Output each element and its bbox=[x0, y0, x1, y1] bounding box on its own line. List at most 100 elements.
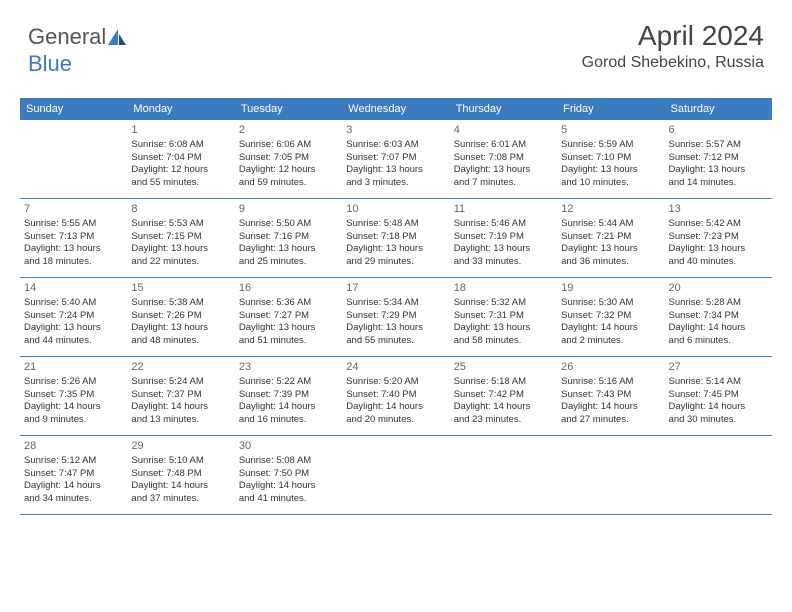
sunset-text: Sunset: 7:48 PM bbox=[131, 468, 230, 481]
sunset-text: Sunset: 7:12 PM bbox=[669, 152, 768, 165]
day-header: Saturday bbox=[665, 98, 772, 120]
daylight-text: Daylight: 14 hours bbox=[561, 322, 660, 335]
sunrise-text: Sunrise: 6:06 AM bbox=[239, 139, 338, 152]
daylight-text: Daylight: 14 hours bbox=[454, 401, 553, 414]
day-number: 2 bbox=[239, 123, 338, 138]
day-number: 24 bbox=[346, 360, 445, 375]
sunset-text: Sunset: 7:10 PM bbox=[561, 152, 660, 165]
calendar-grid: Sunday Monday Tuesday Wednesday Thursday… bbox=[20, 98, 772, 515]
day-number: 17 bbox=[346, 281, 445, 296]
daylight-text: and 22 minutes. bbox=[131, 256, 230, 269]
day-cell: 6Sunrise: 5:57 AMSunset: 7:12 PMDaylight… bbox=[665, 120, 772, 198]
day-number: 30 bbox=[239, 439, 338, 454]
logo-sail-icon bbox=[108, 25, 126, 51]
day-header: Thursday bbox=[450, 98, 557, 120]
daylight-text: and 6 minutes. bbox=[669, 335, 768, 348]
day-number: 16 bbox=[239, 281, 338, 296]
sunrise-text: Sunrise: 6:01 AM bbox=[454, 139, 553, 152]
sunrise-text: Sunrise: 5:46 AM bbox=[454, 218, 553, 231]
daylight-text: and 23 minutes. bbox=[454, 414, 553, 427]
sunrise-text: Sunrise: 5:53 AM bbox=[131, 218, 230, 231]
sunrise-text: Sunrise: 5:26 AM bbox=[24, 376, 123, 389]
sunrise-text: Sunrise: 5:12 AM bbox=[24, 455, 123, 468]
daylight-text: Daylight: 13 hours bbox=[561, 243, 660, 256]
sunset-text: Sunset: 7:18 PM bbox=[346, 231, 445, 244]
day-cell: 19Sunrise: 5:30 AMSunset: 7:32 PMDayligh… bbox=[557, 278, 664, 356]
daylight-text: Daylight: 14 hours bbox=[239, 480, 338, 493]
sunrise-text: Sunrise: 5:32 AM bbox=[454, 297, 553, 310]
day-number: 5 bbox=[561, 123, 660, 138]
daylight-text: Daylight: 13 hours bbox=[24, 243, 123, 256]
daylight-text: Daylight: 13 hours bbox=[669, 164, 768, 177]
day-number: 28 bbox=[24, 439, 123, 454]
sunset-text: Sunset: 7:29 PM bbox=[346, 310, 445, 323]
day-number: 19 bbox=[561, 281, 660, 296]
day-number: 20 bbox=[669, 281, 768, 296]
sunset-text: Sunset: 7:43 PM bbox=[561, 389, 660, 402]
sunrise-text: Sunrise: 5:18 AM bbox=[454, 376, 553, 389]
day-number: 13 bbox=[669, 202, 768, 217]
sunrise-text: Sunrise: 6:03 AM bbox=[346, 139, 445, 152]
day-number: 21 bbox=[24, 360, 123, 375]
daylight-text: Daylight: 14 hours bbox=[131, 401, 230, 414]
day-number: 4 bbox=[454, 123, 553, 138]
day-cell: 11Sunrise: 5:46 AMSunset: 7:19 PMDayligh… bbox=[450, 199, 557, 277]
header-right: April 2024 Gorod Shebekino, Russia bbox=[582, 20, 764, 72]
daylight-text: Daylight: 14 hours bbox=[24, 480, 123, 493]
sunset-text: Sunset: 7:26 PM bbox=[131, 310, 230, 323]
sunrise-text: Sunrise: 5:38 AM bbox=[131, 297, 230, 310]
sunset-text: Sunset: 7:27 PM bbox=[239, 310, 338, 323]
day-cell: 28Sunrise: 5:12 AMSunset: 7:47 PMDayligh… bbox=[20, 436, 127, 514]
sunrise-text: Sunrise: 5:34 AM bbox=[346, 297, 445, 310]
weeks-container: 1Sunrise: 6:08 AMSunset: 7:04 PMDaylight… bbox=[20, 120, 772, 515]
day-header: Sunday bbox=[20, 98, 127, 120]
sunrise-text: Sunrise: 5:48 AM bbox=[346, 218, 445, 231]
day-cell: 15Sunrise: 5:38 AMSunset: 7:26 PMDayligh… bbox=[127, 278, 234, 356]
sunrise-text: Sunrise: 5:14 AM bbox=[669, 376, 768, 389]
daylight-text: Daylight: 13 hours bbox=[131, 243, 230, 256]
sunrise-text: Sunrise: 5:24 AM bbox=[131, 376, 230, 389]
daylight-text: and 13 minutes. bbox=[131, 414, 230, 427]
day-cell: 14Sunrise: 5:40 AMSunset: 7:24 PMDayligh… bbox=[20, 278, 127, 356]
day-headers-row: Sunday Monday Tuesday Wednesday Thursday… bbox=[20, 98, 772, 120]
daylight-text: and 33 minutes. bbox=[454, 256, 553, 269]
logo-text-1: General bbox=[28, 24, 106, 49]
daylight-text: and 3 minutes. bbox=[346, 177, 445, 190]
daylight-text: Daylight: 14 hours bbox=[669, 401, 768, 414]
day-cell: 1Sunrise: 6:08 AMSunset: 7:04 PMDaylight… bbox=[127, 120, 234, 198]
daylight-text: and 30 minutes. bbox=[669, 414, 768, 427]
day-cell bbox=[20, 120, 127, 198]
daylight-text: Daylight: 12 hours bbox=[239, 164, 338, 177]
day-number: 8 bbox=[131, 202, 230, 217]
sunset-text: Sunset: 7:07 PM bbox=[346, 152, 445, 165]
day-cell: 13Sunrise: 5:42 AMSunset: 7:23 PMDayligh… bbox=[665, 199, 772, 277]
daylight-text: Daylight: 14 hours bbox=[131, 480, 230, 493]
sunrise-text: Sunrise: 5:40 AM bbox=[24, 297, 123, 310]
daylight-text: Daylight: 13 hours bbox=[346, 322, 445, 335]
daylight-text: Daylight: 13 hours bbox=[454, 164, 553, 177]
daylight-text: and 34 minutes. bbox=[24, 493, 123, 506]
day-number: 23 bbox=[239, 360, 338, 375]
sunset-text: Sunset: 7:34 PM bbox=[669, 310, 768, 323]
week-row: 21Sunrise: 5:26 AMSunset: 7:35 PM Dayligh… bbox=[20, 357, 772, 436]
sunrise-text: Sunrise: 6:08 AM bbox=[131, 139, 230, 152]
daylight-text: and 58 minutes. bbox=[454, 335, 553, 348]
day-cell: 9Sunrise: 5:50 AMSunset: 7:16 PMDaylight… bbox=[235, 199, 342, 277]
sunset-text: Sunset: 7:50 PM bbox=[239, 468, 338, 481]
sunrise-text: Sunrise: 5:10 AM bbox=[131, 455, 230, 468]
sunrise-text: Sunrise: 5:44 AM bbox=[561, 218, 660, 231]
sunrise-text: Sunrise: 5:16 AM bbox=[561, 376, 660, 389]
sunset-text: Sunset: 7:19 PM bbox=[454, 231, 553, 244]
sunset-text: Sunset: 7:35 PM bbox=[24, 389, 123, 402]
day-cell: 17Sunrise: 5:34 AMSunset: 7:29 PMDayligh… bbox=[342, 278, 449, 356]
day-cell: 20Sunrise: 5:28 AMSunset: 7:34 PMDayligh… bbox=[665, 278, 772, 356]
sunset-text: Sunset: 7:21 PM bbox=[561, 231, 660, 244]
sunset-text: Sunset: 7:24 PM bbox=[24, 310, 123, 323]
month-title: April 2024 bbox=[582, 20, 764, 52]
day-cell: 21Sunrise: 5:26 AMSunset: 7:35 PMDayligh… bbox=[20, 357, 127, 435]
daylight-text: Daylight: 13 hours bbox=[239, 243, 338, 256]
sunset-text: Sunset: 7:45 PM bbox=[669, 389, 768, 402]
daylight-text: and 10 minutes. bbox=[561, 177, 660, 190]
day-header: Tuesday bbox=[235, 98, 342, 120]
daylight-text: and 14 minutes. bbox=[669, 177, 768, 190]
